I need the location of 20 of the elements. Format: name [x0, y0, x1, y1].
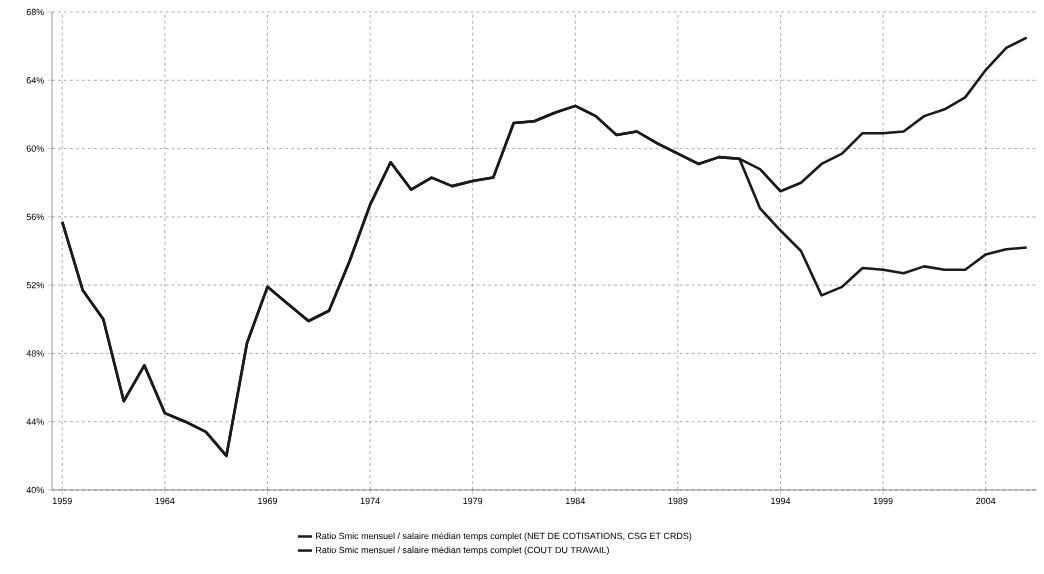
y-tick-label: 60%	[26, 145, 44, 152]
x-tick-label: 1999	[873, 497, 893, 505]
x-tick-label: 1979	[463, 497, 483, 505]
x-tick-label: 1994	[771, 497, 791, 505]
y-tick-label: 68%	[26, 8, 44, 16]
x-tick-label: 1984	[566, 497, 585, 505]
legend-label: Ratio Smic mensuel / salaire médian temps complet (COUT DU TRAVAIL)	[316, 546, 609, 555]
y-tick-label: 64%	[26, 77, 44, 84]
x-tick-label: 1989	[668, 497, 688, 505]
y-tick-label: 44%	[26, 418, 44, 425]
x-tick-label: 1959	[52, 497, 72, 505]
y-tick-label: 56%	[26, 213, 44, 221]
y-tick-label: 40%	[26, 486, 44, 494]
x-tick-label: 1974	[360, 497, 380, 505]
y-tick-label: 52%	[26, 281, 44, 289]
legend-label: Ratio Smic mensuel / salaire médian temps complet (NET DE COTISATIONS, CSG ET CRDS)	[316, 532, 692, 541]
x-tick-label: 1964	[155, 497, 175, 505]
x-tick-label: 1969	[258, 497, 278, 505]
y-tick-label: 48%	[26, 350, 44, 357]
x-tick-label: 2004	[976, 497, 996, 505]
